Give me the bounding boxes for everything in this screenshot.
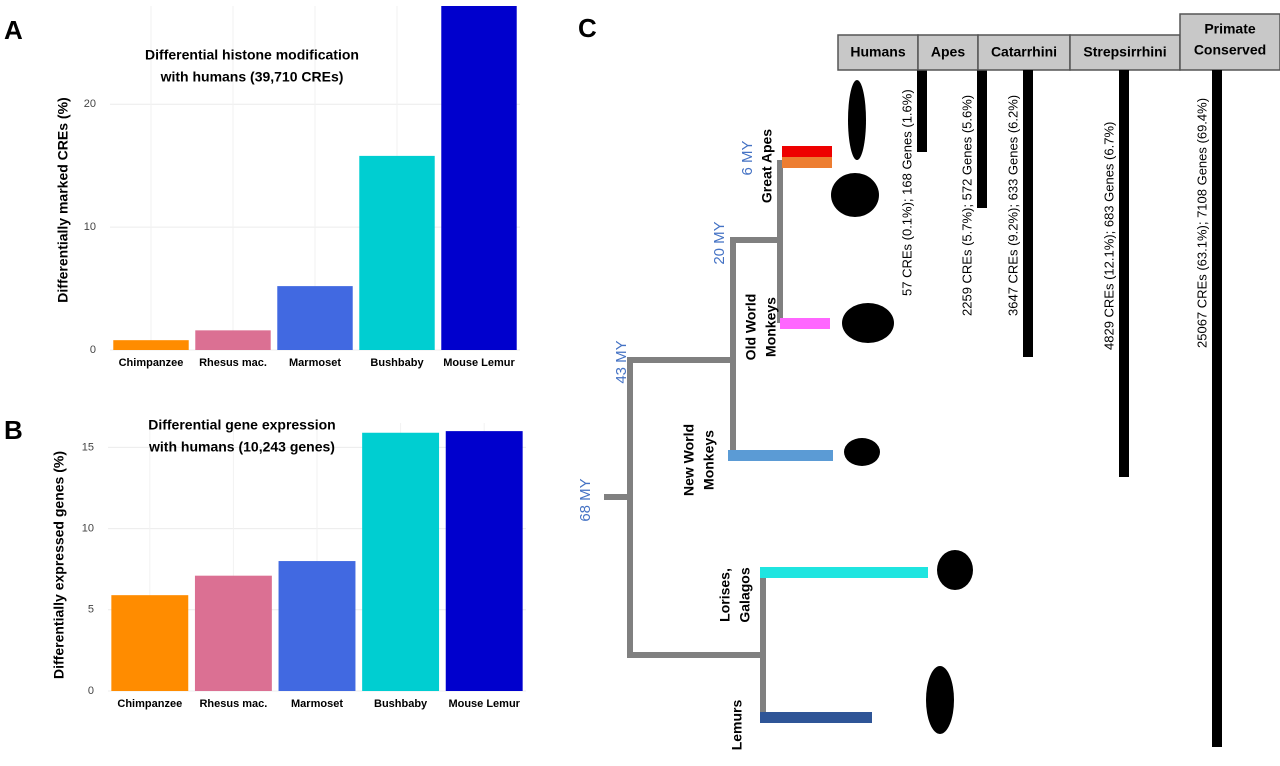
clade-label: Lemurs [729,700,745,751]
silhouettes [831,80,973,734]
bar [195,330,271,350]
x-tick-label: Bushbaby [370,357,424,369]
bar [194,575,272,691]
bar [277,286,353,350]
chart-title: with humans (39,710 CREs) [160,69,344,85]
chart-title: with humans (10,243 genes) [148,439,335,455]
bar [113,340,189,350]
panel-label: B [4,415,23,445]
x-tick-label: Chimpanzee [119,357,184,369]
tip [782,146,832,157]
silhouette [842,303,894,343]
x-tick-label: Mouse Lemur [443,357,515,369]
tip [728,450,833,461]
clade-label: Lorises, [717,568,733,622]
x-tick-label: Bushbaby [374,698,428,710]
silhouette [926,666,954,734]
bar [441,6,517,350]
column-note: 57 CREs (0.1%); 168 Genes (1.6%) [899,89,914,296]
column-header-label: Catarrhini [991,44,1057,60]
column-note: 25067 CREs (63.1%); 7108 Genes (69.4%) [1194,98,1209,348]
panel-label: A [4,15,23,45]
silhouette [831,173,879,217]
chart-title: Differential gene expression [148,417,336,433]
column-note: 4829 CREs (12.1%); 683 Genes (6.7%) [1101,122,1116,350]
tree-lines [604,146,928,723]
clade-label: Great Apes [759,129,775,203]
y-tick-label: 10 [84,221,96,233]
y-tick-label: 0 [88,685,94,697]
y-tick-label: 10 [82,522,94,534]
clade-label: New World [681,424,697,496]
tip [760,567,928,578]
column-bar [917,70,927,152]
column-header-label: Apes [931,44,965,60]
x-tick-label: Marmoset [289,357,341,369]
panel-label: C [578,13,597,43]
column-header [1179,13,1280,71]
y-tick-label: 5 [88,604,94,616]
divergence-time: 6 MY [739,140,756,175]
y-axis-label: Differentially marked CREs (%) [55,97,71,302]
tip [780,318,830,329]
column-bar [1119,70,1129,477]
x-tick-label: Mouse Lemur [448,698,520,710]
column-bar [977,70,987,208]
bar [111,595,189,691]
bar [278,561,356,691]
silhouette [937,550,973,590]
y-tick-label: 0 [90,344,96,356]
column-header-label: Humans [850,44,905,60]
x-tick-label: Rhesus mac. [199,357,267,369]
branch [627,357,763,658]
silhouette [848,80,866,160]
divergence-time: 20 MY [711,221,728,264]
y-axis-label: Differentially expressed genes (%) [51,451,67,679]
tip [760,712,872,723]
clade-label: Galagos [737,567,753,622]
silhouette [844,438,880,466]
divergence-time: 43 MY [613,340,630,383]
x-tick-label: Chimpanzee [117,698,182,710]
bar [359,155,435,350]
bar [445,431,523,691]
column-bar [1023,70,1033,357]
bar [362,432,440,691]
clade-label: Monkeys [763,297,779,357]
column-note: 3647 CREs (9.2%); 633 Genes (6.2%) [1005,95,1020,316]
x-tick-label: Marmoset [291,698,343,710]
chart-title: Differential histone modification [145,47,359,63]
column-bar [1212,70,1222,747]
clade-label: Monkeys [701,430,717,490]
y-tick-label: 20 [84,98,96,110]
column-note: 2259 CREs (5.7%); 572 Genes (5.6%) [959,95,974,316]
column-header-label: Primate [1204,21,1256,37]
tip [782,157,832,168]
y-tick-label: 15 [82,441,94,453]
x-tick-label: Rhesus mac. [199,698,267,710]
column-header-label: Strepsirrhini [1083,44,1166,60]
clade-label: Old World [743,294,759,361]
column-header-label: Conserved [1194,42,1266,58]
divergence-time: 68 MY [577,478,594,521]
